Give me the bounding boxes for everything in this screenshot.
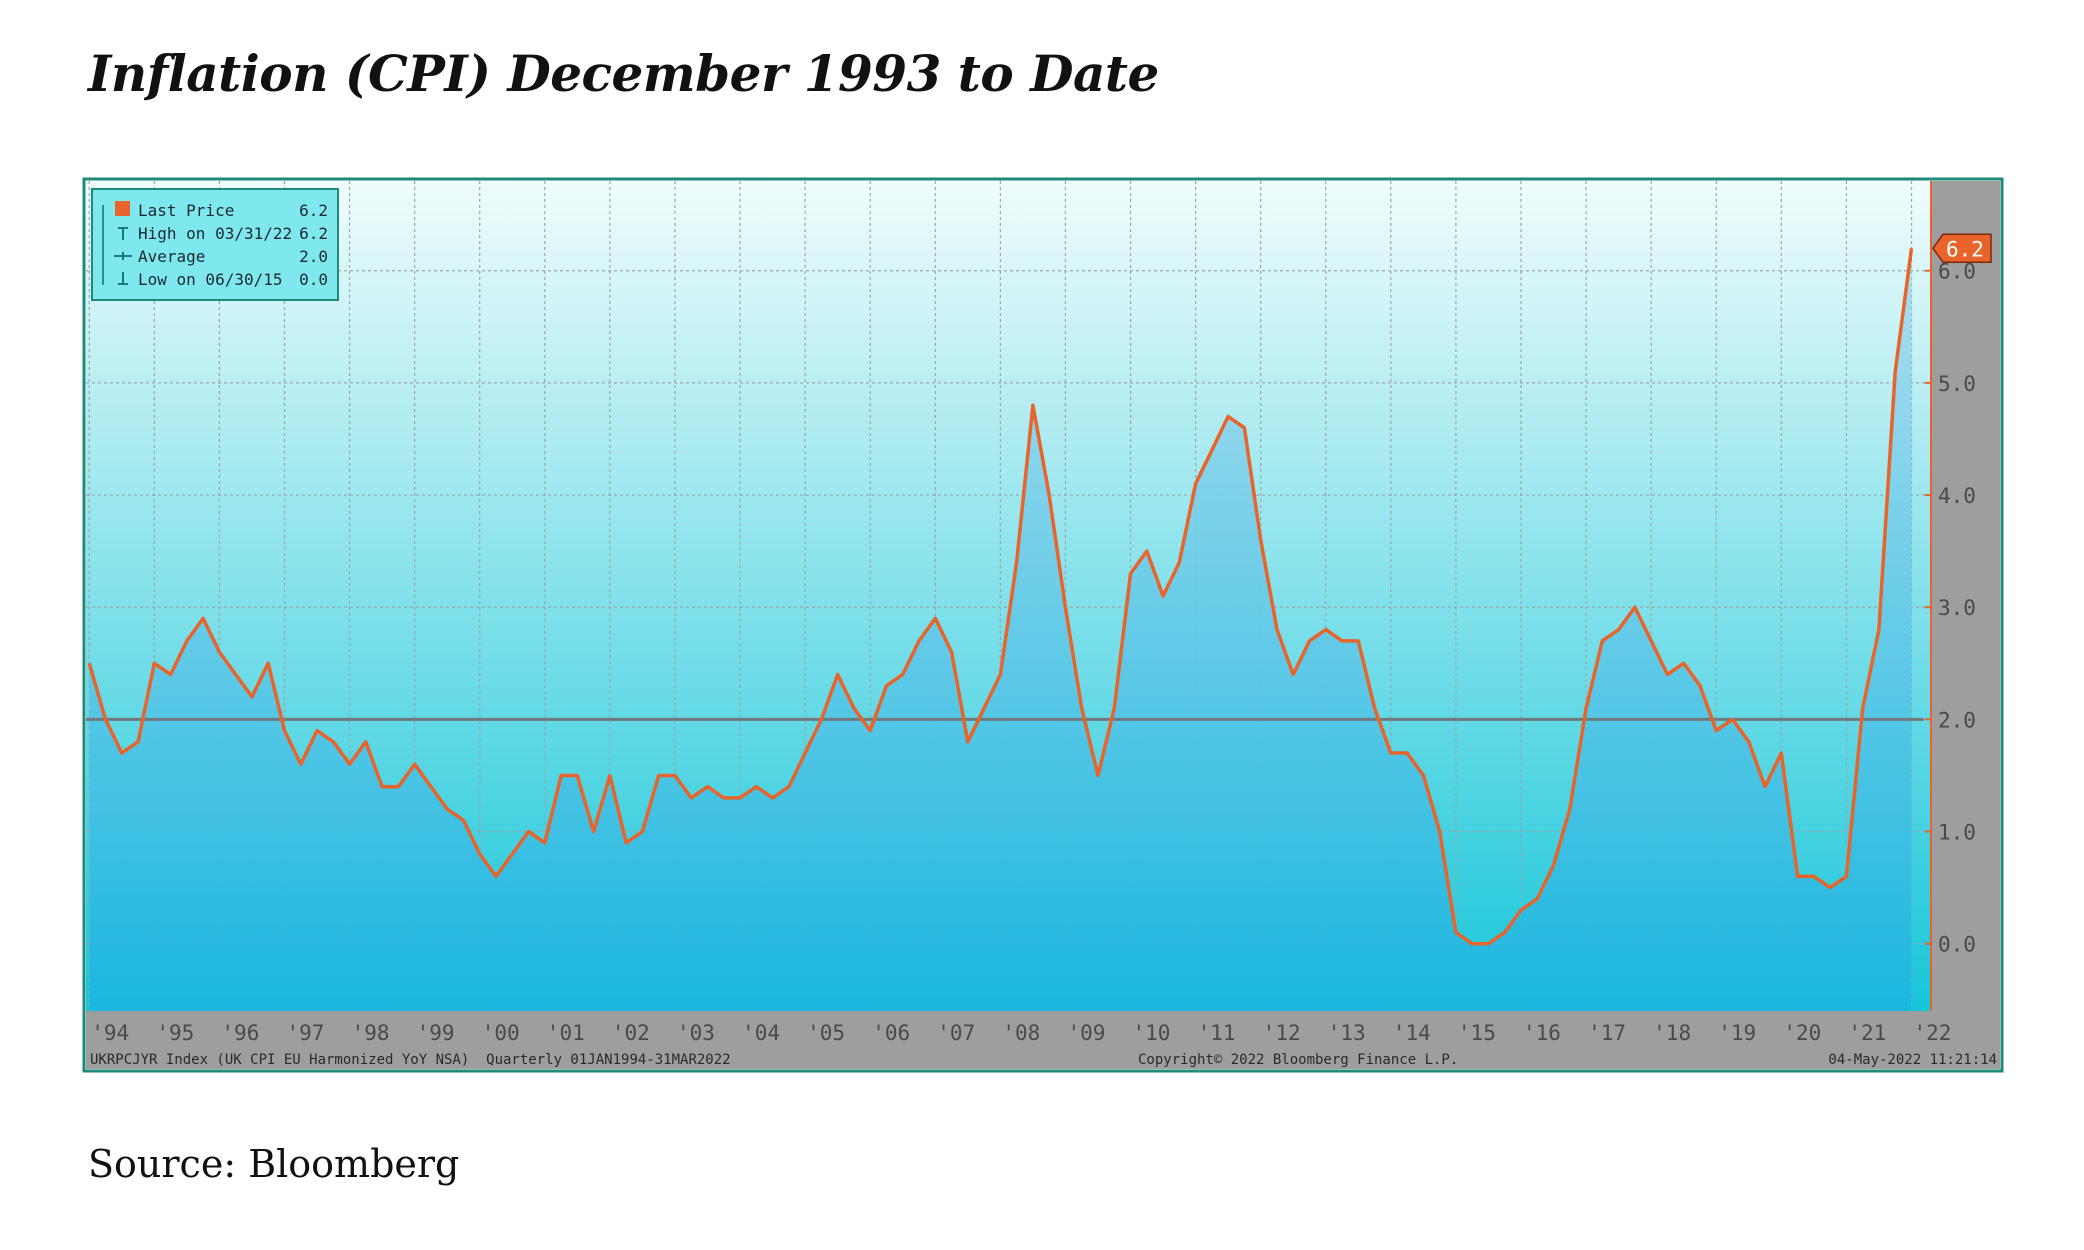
x-tick-label: '07 (937, 1021, 975, 1045)
x-tick-label: '10 (1133, 1021, 1171, 1045)
chart-legend: Last Price 6.2 High on 03/31/22 6.2 Aver… (91, 188, 339, 301)
last-value-tag-text: 6.2 (1946, 237, 1984, 261)
x-tick-label: '18 (1653, 1021, 1691, 1045)
cpi-area-layer (89, 248, 1912, 1011)
legend-value-last-price: 6.2 (299, 201, 328, 220)
last-value-tag-shape (1932, 233, 1992, 264)
chart-footer-timestamp: 04-May-2022 11:21:14 (1828, 1052, 1997, 1068)
y-tick-label: 0.0 (1938, 933, 1976, 957)
y-tick-label: 6.0 (1938, 260, 1976, 284)
x-tick-labels: '94 '95 '96 '97 '98 '99 '00 '01 '02 '03 '04 '05 '06 '… (91, 1021, 1951, 1045)
legend-label-average: Average (138, 247, 205, 266)
x-tick-label: '06 (872, 1021, 910, 1045)
legend-value-high: 6.2 (299, 224, 328, 243)
x-tick-label: '15 (1458, 1021, 1496, 1045)
y-axis-bar (1931, 181, 2000, 1011)
cpi-line-layer (87, 248, 1914, 946)
y-tick-label: 1.0 (1938, 821, 1976, 845)
legend-marker-high (118, 227, 128, 240)
x-tick-label: '12 (1263, 1021, 1301, 1045)
x-tick-label: '01 (547, 1021, 585, 1045)
x-tick-label: '95 (156, 1021, 194, 1045)
cpi-line (87, 248, 1914, 946)
x-tick-label: '20 (1783, 1021, 1821, 1045)
x-tick-label: '14 (1393, 1021, 1431, 1045)
x-tick-label: '99 (417, 1021, 455, 1045)
legend-value-low: 0.0 (299, 270, 328, 289)
page-title: Inflation (CPI) December 1993 to Date (88, 44, 1159, 103)
x-tick-label: '04 (742, 1021, 780, 1045)
legend-marker-low (118, 272, 128, 285)
x-tick-label: '05 (807, 1021, 845, 1045)
x-tick-label: '17 (1588, 1021, 1626, 1045)
y-tick-label: 2.0 (1938, 708, 1976, 732)
legend-label-last-price: Last Price (138, 201, 234, 220)
x-tick-label: '16 (1523, 1021, 1561, 1045)
x-tick-label: '11 (1198, 1021, 1236, 1045)
x-axis-bar (86, 1011, 2000, 1069)
chart-footer-copyright: Copyright© 2022 Bloomberg Finance L.P. (1138, 1052, 1458, 1068)
legend-label-high: High on 03/31/22 (138, 224, 292, 243)
x-tick-label: '97 (286, 1021, 324, 1045)
legend-box (91, 188, 339, 301)
cpi-area (89, 248, 1912, 1011)
x-tick-label: '02 (612, 1021, 650, 1045)
legend-marker-average (114, 252, 132, 260)
chart-footer-ticker: UKRPCJYR Index (UK CPI EU Harmonized YoY… (90, 1052, 731, 1068)
legend-label-low: Low on 06/30/15 (138, 270, 283, 289)
x-tick-label: '08 (1002, 1021, 1040, 1045)
source-note: Source: Bloomberg (88, 1142, 460, 1186)
x-tick-label: '21 (1848, 1021, 1886, 1045)
x-tick-label: '00 (482, 1021, 520, 1045)
x-tick-label: '96 (221, 1021, 259, 1045)
x-tick-label: '19 (1718, 1021, 1756, 1045)
last-value-tag: 6.2 (1932, 233, 1992, 264)
y-tick-labels: 0.0 1.0 2.0 3.0 4.0 5.0 6.0 (1925, 260, 1976, 957)
y-tick-label: 3.0 (1938, 596, 1976, 620)
x-tick-label: '13 (1328, 1021, 1366, 1045)
y-tick-label: 4.0 (1938, 484, 1976, 508)
x-tick-label: '98 (352, 1021, 390, 1045)
x-tick-label: '94 (91, 1021, 129, 1045)
legend-value-average: 2.0 (299, 247, 328, 266)
x-tick-label: '03 (677, 1021, 715, 1045)
x-tick-label: '09 (1067, 1021, 1105, 1045)
y-tick-label: 5.0 (1938, 372, 1976, 396)
legend-marker-last-price (115, 201, 130, 216)
x-tick-label: '22 (1913, 1021, 1951, 1045)
